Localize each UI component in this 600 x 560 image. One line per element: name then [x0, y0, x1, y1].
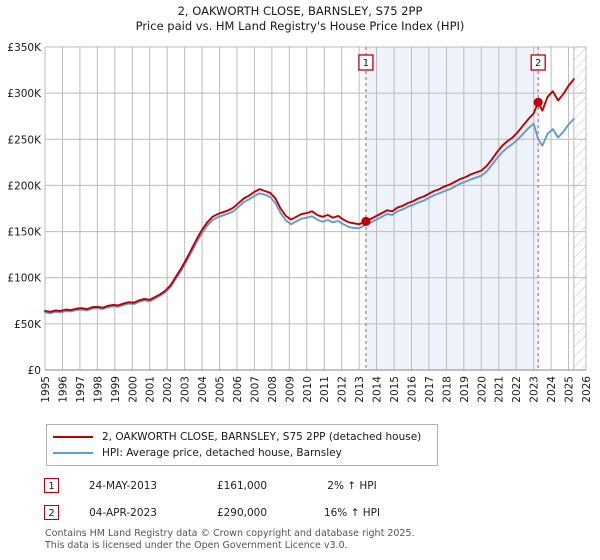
svg-text:1996: 1996	[57, 376, 69, 403]
svg-text:2007: 2007	[249, 376, 261, 403]
svg-text:2005: 2005	[215, 376, 227, 403]
svg-text:£200K: £200K	[7, 180, 42, 192]
svg-text:1997: 1997	[75, 376, 87, 403]
svg-text:1999: 1999	[110, 376, 122, 403]
table-row[interactable]: 1 24-MAY-2013 £161,000 2% ↑ HPI	[44, 472, 464, 499]
transaction-index-badge: 2	[44, 505, 59, 520]
svg-text:2011: 2011	[319, 376, 331, 403]
svg-text:2021: 2021	[494, 376, 506, 403]
svg-text:2014: 2014	[372, 376, 384, 403]
svg-text:2004: 2004	[197, 376, 209, 403]
svg-text:2013: 2013	[354, 376, 366, 403]
svg-text:2001: 2001	[145, 376, 157, 403]
svg-text:2020: 2020	[476, 376, 488, 403]
svg-text:2019: 2019	[459, 376, 471, 403]
legend-swatch-price-paid	[53, 436, 93, 438]
svg-text:£0: £0	[28, 365, 41, 377]
x-axis-tick-labels: 1995 1996 1997 1998 1999 2000 2001 2002 2003 2004…	[40, 376, 593, 403]
svg-text:£50K: £50K	[14, 319, 42, 331]
transaction-price: £161,000	[216, 479, 268, 492]
page-title-subtitle: Price paid vs. HM Land Registry's House …	[135, 19, 465, 33]
svg-text:2000: 2000	[127, 376, 139, 403]
svg-text:£250K: £250K	[7, 134, 42, 146]
series-hpi-line	[44, 118, 575, 315]
horizontal-gridlines	[45, 46, 586, 371]
svg-text:2025: 2025	[564, 376, 576, 403]
legend-item-price-paid: 2, OAKWORTH CLOSE, BARNSLEY, S75 2PP (de…	[53, 429, 431, 445]
svg-text:2015: 2015	[389, 376, 401, 403]
svg-text:£100K: £100K	[7, 273, 42, 285]
page-title-address: 2, OAKWORTH CLOSE, BARNSLEY, S75 2PP	[177, 4, 423, 18]
legend-label-price-paid: 2, OAKWORTH CLOSE, BARNSLEY, S75 2PP (de…	[102, 431, 422, 443]
svg-text:1998: 1998	[92, 376, 104, 403]
y-axis-tick-labels: £0 £50K £100K £150K £200K £250K £300K £350K	[7, 42, 42, 377]
svg-text:2018: 2018	[441, 376, 453, 403]
svg-text:2010: 2010	[302, 376, 314, 403]
transaction-hpi-delta: 16% ↑ HPI	[323, 506, 381, 519]
legend-swatch-hpi	[53, 452, 93, 454]
svg-text:1: 1	[363, 58, 369, 69]
footer-licence-line: This data is licensed under the Open Gov…	[45, 539, 348, 551]
transaction-price: £290,000	[216, 506, 268, 519]
svg-text:2012: 2012	[337, 376, 349, 403]
svg-text:2003: 2003	[180, 376, 192, 403]
transaction-hpi-delta: 2% ↑ HPI	[327, 479, 377, 492]
series-price-paid-line	[44, 78, 575, 313]
svg-text:£150K: £150K	[7, 227, 42, 239]
page-title: 2, OAKWORTH CLOSE, BARNSLEY, S75 2PP Pri…	[0, 4, 600, 34]
svg-text:2006: 2006	[232, 376, 244, 403]
transaction-date: 04-APR-2023	[89, 506, 157, 519]
legend-item-hpi: HPI: Average price, detached house, Barn…	[53, 445, 431, 461]
svg-text:2026: 2026	[581, 376, 593, 403]
legend-label-hpi: HPI: Average price, detached house, Barn…	[102, 447, 342, 459]
transactions-table: 1 24-MAY-2013 £161,000 2% ↑ HPI 2 04-APR…	[44, 472, 464, 526]
vertical-gridlines	[44, 47, 587, 370]
table-row[interactable]: 2 04-APR-2023 £290,000 16% ↑ HPI	[44, 499, 464, 526]
forecast-hatched-region	[573, 46, 587, 371]
svg-text:£300K: £300K	[7, 88, 42, 100]
transaction-marker-dots[interactable]	[361, 97, 543, 227]
chart-legend: 2, OAKWORTH CLOSE, BARNSLEY, S75 2PP (de…	[46, 424, 438, 466]
shaded-ownership-band	[365, 47, 539, 370]
svg-text:2022: 2022	[511, 376, 523, 403]
attribution-footer: Contains HM Land Registry data © Crown c…	[45, 528, 585, 551]
svg-text:2023: 2023	[529, 376, 541, 403]
svg-text:2009: 2009	[284, 376, 296, 403]
svg-text:2: 2	[535, 58, 541, 69]
svg-text:2024: 2024	[546, 376, 558, 403]
transaction-date: 24-MAY-2013	[88, 479, 158, 492]
svg-text:2016: 2016	[406, 376, 418, 403]
svg-text:2008: 2008	[267, 376, 279, 403]
footer-copyright-line: Contains HM Land Registry data © Crown c…	[45, 528, 415, 539]
transaction-index-badge: 1	[44, 478, 59, 493]
svg-text:1995: 1995	[40, 376, 52, 403]
svg-text:2002: 2002	[162, 376, 174, 403]
svg-text:2017: 2017	[424, 376, 436, 403]
svg-text:£350K: £350K	[7, 42, 42, 54]
